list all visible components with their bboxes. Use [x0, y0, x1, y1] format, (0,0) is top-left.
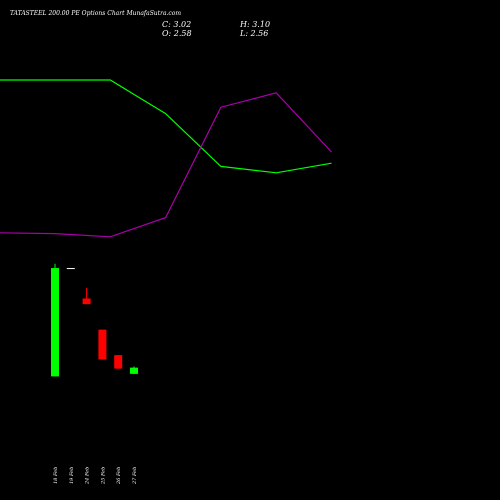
chart-title: TATASTEEL 200.00 PE Options Chart Munafa… — [10, 10, 181, 17]
indicator-line-2 — [0, 92, 332, 238]
x-tick-label: 27 Feb — [132, 467, 138, 485]
candle-body-26-Feb — [114, 355, 123, 369]
x-tick-label: 24 Feb — [85, 467, 91, 485]
close-readout: C: 3.02 — [162, 20, 191, 29]
low-readout: L: 2.56 — [239, 29, 268, 38]
high-readout: H: 3.10 — [239, 20, 270, 29]
x-tick-label: 18 Feb — [53, 467, 59, 484]
x-tick-label: 19 Feb — [69, 467, 75, 484]
candle-body-24-Feb — [82, 298, 91, 305]
candle-body-19-Feb — [66, 268, 75, 270]
indicator-line-1 — [0, 79, 332, 174]
candle-body-25-Feb — [98, 329, 107, 360]
x-axis-labels: 18 Feb 19 Feb 24 Feb 25 Feb 26 Feb 27 Feb — [53, 467, 138, 485]
x-tick-label: 26 Feb — [116, 467, 122, 485]
open-readout: O: 2.58 — [162, 29, 192, 38]
candle-body-27-Feb — [130, 367, 138, 374]
x-tick-label: 25 Feb — [100, 467, 106, 485]
indicator-lines — [0, 79, 332, 238]
candle-body-18-Feb — [51, 268, 59, 377]
candles — [51, 263, 138, 377]
